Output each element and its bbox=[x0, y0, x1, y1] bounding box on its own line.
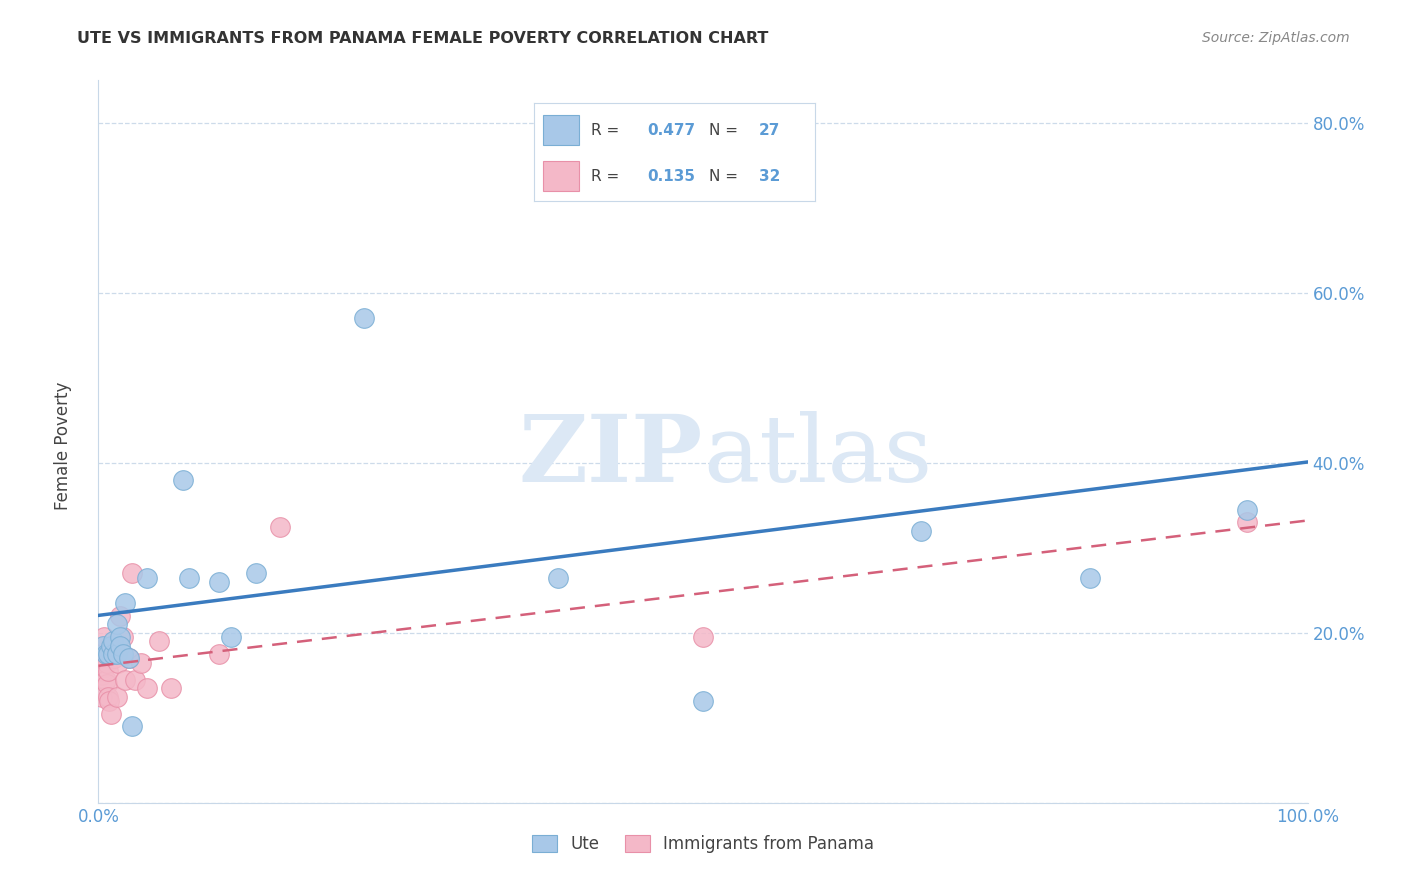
Point bbox=[221, 630, 243, 644]
Point bbox=[93, 630, 115, 644]
Text: N =: N = bbox=[709, 122, 738, 137]
Point bbox=[100, 706, 122, 721]
Point bbox=[108, 630, 131, 644]
Point bbox=[107, 656, 129, 670]
Point bbox=[101, 634, 124, 648]
Point bbox=[91, 639, 114, 653]
Point bbox=[148, 634, 170, 648]
Point bbox=[1236, 516, 1258, 530]
Point bbox=[114, 673, 136, 687]
Point bbox=[100, 639, 122, 653]
Point bbox=[547, 570, 569, 584]
Point bbox=[108, 608, 131, 623]
Point bbox=[91, 664, 114, 678]
Point bbox=[172, 473, 194, 487]
Text: 0.135: 0.135 bbox=[647, 169, 695, 184]
Point bbox=[96, 656, 118, 670]
Legend: Ute, Immigrants from Panama: Ute, Immigrants from Panama bbox=[526, 828, 880, 860]
Point bbox=[96, 677, 118, 691]
Point bbox=[910, 524, 932, 538]
Point bbox=[121, 566, 143, 581]
Point bbox=[692, 630, 714, 644]
Text: atlas: atlas bbox=[703, 411, 932, 501]
Point bbox=[101, 639, 124, 653]
Point bbox=[129, 656, 152, 670]
Text: UTE VS IMMIGRANTS FROM PANAMA FEMALE POVERTY CORRELATION CHART: UTE VS IMMIGRANTS FROM PANAMA FEMALE POV… bbox=[77, 31, 769, 46]
Point bbox=[118, 651, 141, 665]
Point bbox=[108, 639, 131, 653]
Point bbox=[547, 154, 569, 169]
Point bbox=[111, 630, 134, 644]
Point bbox=[208, 574, 231, 589]
Point bbox=[91, 690, 114, 704]
Point bbox=[353, 311, 375, 326]
Point bbox=[208, 647, 231, 661]
Text: N =: N = bbox=[709, 169, 738, 184]
Point bbox=[121, 719, 143, 733]
Text: 0.477: 0.477 bbox=[647, 122, 695, 137]
Point bbox=[97, 690, 120, 704]
Point bbox=[118, 651, 141, 665]
Point bbox=[269, 519, 291, 533]
Point bbox=[179, 570, 201, 584]
Point bbox=[105, 690, 128, 704]
Text: Female Poverty: Female Poverty bbox=[55, 382, 72, 510]
Point bbox=[1236, 502, 1258, 516]
Point bbox=[97, 647, 120, 661]
Point bbox=[94, 647, 117, 661]
Point bbox=[90, 651, 112, 665]
Point bbox=[97, 664, 120, 678]
Point bbox=[100, 642, 122, 657]
Text: 32: 32 bbox=[759, 169, 780, 184]
Point bbox=[101, 647, 124, 661]
Point bbox=[114, 596, 136, 610]
Point bbox=[98, 694, 121, 708]
Point bbox=[93, 660, 115, 674]
Point bbox=[245, 566, 267, 581]
Text: R =: R = bbox=[591, 169, 619, 184]
Point bbox=[91, 668, 114, 682]
Text: R =: R = bbox=[591, 122, 619, 137]
FancyBboxPatch shape bbox=[543, 161, 579, 191]
Point bbox=[105, 647, 128, 661]
Point bbox=[103, 651, 125, 665]
Point bbox=[135, 681, 157, 695]
Point bbox=[692, 694, 714, 708]
FancyBboxPatch shape bbox=[543, 115, 579, 145]
Text: ZIP: ZIP bbox=[519, 411, 703, 501]
Text: 27: 27 bbox=[759, 122, 780, 137]
Point bbox=[105, 617, 128, 632]
Point bbox=[135, 570, 157, 584]
Point bbox=[111, 647, 134, 661]
Text: Source: ZipAtlas.com: Source: ZipAtlas.com bbox=[1202, 31, 1350, 45]
Point bbox=[94, 673, 117, 687]
Point bbox=[160, 681, 183, 695]
Point bbox=[124, 673, 146, 687]
Point bbox=[1078, 570, 1101, 584]
